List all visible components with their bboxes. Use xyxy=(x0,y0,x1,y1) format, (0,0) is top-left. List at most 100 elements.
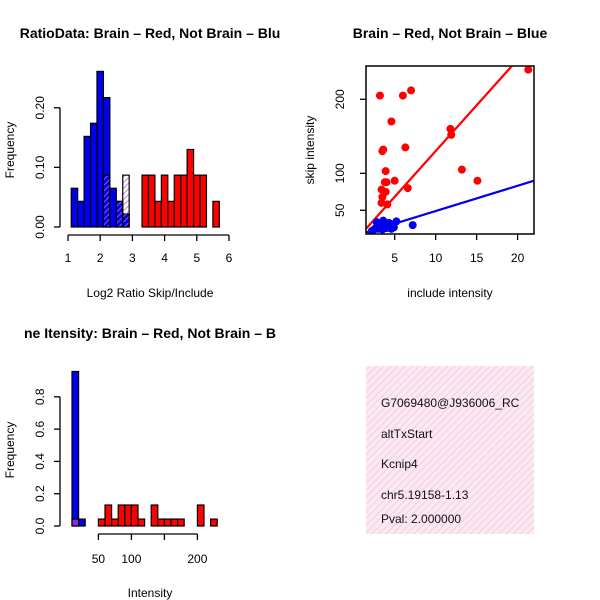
ratio-bar-notbrain-2 xyxy=(83,135,92,228)
scatter-point-brain-18 xyxy=(457,165,466,174)
scatter-point-brain-2 xyxy=(379,145,388,154)
intensity-bar-brain-6 xyxy=(130,504,139,527)
ratio-bar-brain-8 xyxy=(173,174,182,228)
ratio-bar-brain-9 xyxy=(180,174,188,228)
intensity-bar-brain-9 xyxy=(157,518,166,527)
intensity-xtick-label-1: 100 xyxy=(121,552,141,566)
scatter-point-brain-8 xyxy=(378,192,387,201)
scatter-point-brain-14 xyxy=(403,184,412,193)
ratio-ytick-label-0: 0.00 xyxy=(33,215,47,239)
intensity-xtick-label-2: 200 xyxy=(187,552,207,566)
ratio-bar-brain-6 xyxy=(160,174,169,228)
intensity-scatter-xlabel: include intensity xyxy=(407,286,492,300)
ratio-xtick-label-5: 6 xyxy=(226,251,233,265)
scatter-point-brain-15 xyxy=(407,86,416,95)
intensity-bar-brain-10 xyxy=(163,518,172,527)
ratio-bar-brain-1 xyxy=(115,200,124,228)
ratio-bar-brain-10 xyxy=(186,148,195,228)
intensity-bar-brain-8 xyxy=(150,504,159,527)
intensity-scatter-ylabel: skip intensity xyxy=(303,116,317,185)
info-gene-name: Kcnip4 xyxy=(381,457,418,471)
scatter-ytick-label-2: 200 xyxy=(333,89,347,109)
ratio-bar-notbrain-0 xyxy=(70,187,79,228)
ratio-histogram-bars xyxy=(70,70,220,228)
scatter-ytick-label-1: 100 xyxy=(333,163,347,183)
ratio-bar-notbrain-6 xyxy=(109,187,117,228)
intensity-xtick-label-0: 50 xyxy=(92,552,106,566)
scatter-frame xyxy=(365,65,535,235)
scatter-point-brain-19 xyxy=(473,176,482,185)
ratio-histogram-xlabel: Log2 Ratio Skip/Include xyxy=(87,286,214,300)
ratio-histogram-title: RatioData: Brain – Red, Not Brain – Blu xyxy=(20,25,281,41)
intensity-bar-brain-11 xyxy=(170,518,179,527)
ratio-bar-brain-13 xyxy=(212,200,220,228)
scatter-point-brain-0 xyxy=(375,91,384,100)
ratio-bar-brain-5 xyxy=(154,200,162,228)
scatter-point-brain-17 xyxy=(447,130,456,139)
ratio-bar-brain-3 xyxy=(141,174,150,228)
intensity-bar-notbrain-0 xyxy=(71,370,80,527)
ratio-xtick-label-2: 3 xyxy=(129,251,136,265)
intensity-histogram-panel: ne Itensity: Brain – Red, Not Brain – B … xyxy=(3,325,276,600)
info-clip-mask xyxy=(534,380,600,530)
info-event-id: G7069480@J936006_RC xyxy=(381,396,520,410)
intensity-ytick-label-4: 0.8 xyxy=(33,388,47,405)
intensity-histogram-title: ne Itensity: Brain – Red, Not Brain – B xyxy=(24,325,276,341)
intensity-scatter-panel: Brain – Red, Not Brain – Blue 5 10 15 20 50 1… xyxy=(303,25,547,300)
intensity-bar-brain-7 xyxy=(137,518,146,527)
intensity-bar-brain-14 xyxy=(210,518,218,527)
intensity-histogram-ylabel: Frequency xyxy=(3,422,17,479)
intensity-histogram-bars xyxy=(71,370,218,527)
scatter-point-brain-16 xyxy=(446,124,455,133)
info-location: chr5.19158-1.13 xyxy=(381,488,469,502)
intensity-bar-brain-2 xyxy=(104,504,113,527)
ratio-bar-notbrain-4 xyxy=(96,70,105,228)
ratio-bar-brain-7 xyxy=(167,200,175,228)
ratio-bar-brain-12 xyxy=(199,174,208,228)
ratio-histogram-panel: RatioData: Brain – Red, Not Brain – Blu … xyxy=(3,25,280,300)
intensity-bar-brain-12 xyxy=(177,518,185,527)
intensity-ytick-label-0: 0.0 xyxy=(33,517,47,534)
scatter-ytick-label-0: 50 xyxy=(333,203,347,217)
scatter-point-brain-20 xyxy=(524,66,533,74)
scatter-point-not-brain-13 xyxy=(372,218,381,227)
intensity-scatter-axes: 5 10 15 20 50 100 200 xyxy=(333,65,535,265)
ratio-ytick-label-1: 0.10 xyxy=(33,155,47,179)
intensity-histogram-xlabel: Intensity xyxy=(128,586,173,600)
scatter-point-not-brain-12 xyxy=(408,221,417,230)
scatter-xtick-label-0: 5 xyxy=(391,251,398,265)
info-panel: G7069480@J936006_RC altTxStart Kcnip4 ch… xyxy=(366,366,534,534)
scatter-point-brain-12 xyxy=(398,91,407,100)
ratio-ytick-label-2: 0.20 xyxy=(33,96,47,120)
ratio-bar-brain-2 xyxy=(122,174,130,228)
intensity-bar-brain-0 xyxy=(71,518,80,527)
ratio-histogram-ylabel: Frequency xyxy=(3,122,17,179)
intensity-ytick-label-2: 0.4 xyxy=(33,453,47,470)
intensity-bar-brain-13 xyxy=(196,504,205,527)
scatter-xtick-label-1: 10 xyxy=(429,251,443,265)
scatter-point-not-brain-11 xyxy=(392,217,401,226)
ratio-xtick-label-4: 5 xyxy=(193,251,200,265)
scatter-fit-line-brain xyxy=(366,66,513,230)
ratio-bar-brain-0 xyxy=(102,174,111,228)
info-pval: Pval: 2.000000 xyxy=(381,512,461,526)
intensity-scatter-plot xyxy=(366,66,534,234)
intensity-bar-brain-4 xyxy=(117,504,126,527)
scatter-point-not-brain-14 xyxy=(379,216,388,225)
info-event-type: altTxStart xyxy=(381,427,433,441)
scatter-point-brain-6 xyxy=(382,178,391,187)
info-background xyxy=(366,366,534,534)
scatter-point-brain-5 xyxy=(381,167,390,176)
ratio-bar-notbrain-3 xyxy=(89,122,98,228)
intensity-bar-brain-5 xyxy=(124,504,133,527)
ratio-xtick-label-0: 1 xyxy=(65,251,72,265)
scatter-point-brain-11 xyxy=(390,176,399,185)
scatter-xtick-label-2: 15 xyxy=(470,251,484,265)
ratio-xtick-label-1: 2 xyxy=(97,251,104,265)
intensity-bar-brain-3 xyxy=(110,518,119,527)
intensity-scatter-title: Brain – Red, Not Brain – Blue xyxy=(353,25,548,41)
ratio-bar-notbrain-1 xyxy=(77,200,85,228)
scatter-point-brain-10 xyxy=(387,117,396,126)
ratio-xtick-label-3: 4 xyxy=(161,251,168,265)
